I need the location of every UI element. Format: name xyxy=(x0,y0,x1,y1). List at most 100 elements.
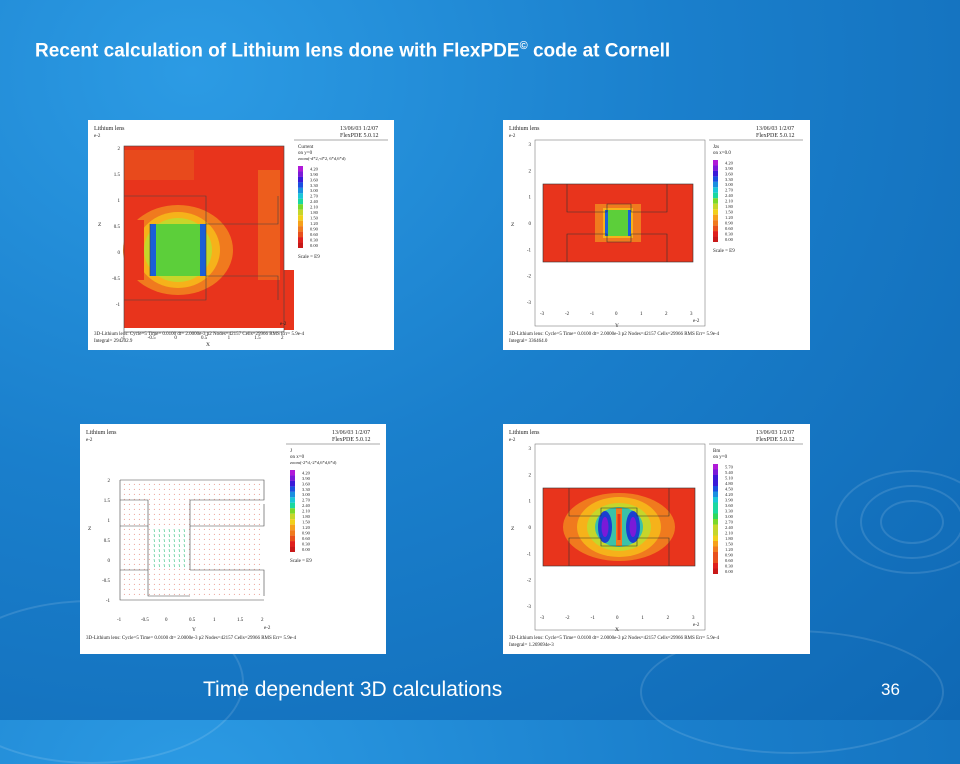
panel-footer-1: 3D-Lithium lens: Cycle=5 Time= 0.0100 dt… xyxy=(94,332,305,337)
legend-swatch xyxy=(713,524,718,530)
vector-arrow xyxy=(213,523,216,526)
legend-value: 0.30 xyxy=(725,563,734,568)
vector-arrow xyxy=(213,568,216,571)
legend-swatch xyxy=(290,491,295,498)
legend-swatch xyxy=(290,470,295,476)
x-tick-label: -2 xyxy=(565,616,570,621)
vector-arrow xyxy=(153,563,155,568)
x-tick-label: 1.5 xyxy=(254,336,261,341)
vector-arrow xyxy=(158,528,160,533)
vector-arrow xyxy=(248,573,251,576)
vector-arrow xyxy=(148,483,151,486)
legend-swatch xyxy=(713,475,718,481)
legend-value: 3.00 xyxy=(725,182,734,187)
vector-arrow xyxy=(138,588,141,591)
vector-arrow xyxy=(163,503,166,506)
vector-arrow xyxy=(208,508,211,511)
vector-arrow xyxy=(258,583,261,586)
vector-arrow xyxy=(138,558,141,561)
vector-arrow xyxy=(253,578,256,581)
vector-arrow xyxy=(253,503,256,506)
x-axis-label: X xyxy=(206,342,210,348)
vector-arrow xyxy=(148,523,151,526)
vector-arrow xyxy=(148,538,151,541)
x-tick-label: 1 xyxy=(213,618,216,623)
vector-arrow xyxy=(248,523,251,526)
vector-arrow xyxy=(183,583,186,586)
vector-arrow xyxy=(258,513,261,516)
legend-swatch xyxy=(290,535,295,542)
vector-arrow xyxy=(148,513,151,516)
legend-swatch xyxy=(290,546,295,552)
vector-arrow xyxy=(133,593,136,596)
legend-value: 0.00 xyxy=(725,569,734,574)
vector-arrow xyxy=(218,573,221,576)
vector-arrow xyxy=(138,518,141,521)
vector-arrow xyxy=(158,543,160,548)
legend-swatch xyxy=(713,203,718,210)
vector-arrow xyxy=(243,483,246,486)
vector-arrow xyxy=(258,563,261,566)
vector-arrow xyxy=(168,553,170,558)
vector-arrow xyxy=(233,513,236,516)
vector-arrow xyxy=(168,523,171,526)
vector-arrow xyxy=(153,578,156,581)
vector-arrow xyxy=(258,543,261,546)
legend-value: 1.50 xyxy=(725,210,734,215)
vector-arrow xyxy=(258,568,261,571)
vector-arrow xyxy=(138,528,141,531)
vector-arrow xyxy=(133,538,136,541)
vector-arrow xyxy=(238,543,241,546)
vector-arrow xyxy=(238,593,241,596)
contour-field xyxy=(543,184,693,262)
vector-arrow xyxy=(258,548,261,551)
legend-value: 0.00 xyxy=(310,243,319,248)
vector-arrow xyxy=(163,493,166,496)
vector-arrow xyxy=(228,543,231,546)
vector-arrow xyxy=(198,583,201,586)
vector-arrow xyxy=(143,588,146,591)
vector-arrow xyxy=(233,493,236,496)
vector-arrow xyxy=(238,588,241,591)
legend-value: 0.30 xyxy=(302,541,311,546)
x-tick-label: 3 xyxy=(690,312,693,317)
legend-title: Current xyxy=(298,145,314,150)
vector-arrow xyxy=(158,518,161,521)
vector-arrow xyxy=(223,508,226,511)
panel-header-left: Lithium lens xyxy=(94,126,125,132)
vector-arrow xyxy=(178,503,181,506)
vector-arrow xyxy=(193,513,196,516)
vector-arrow xyxy=(183,528,185,533)
geometry-outline xyxy=(542,487,696,567)
legend-swatch xyxy=(298,220,303,227)
legend-value: 0.60 xyxy=(725,558,734,563)
vector-arrow xyxy=(183,513,186,516)
vector-arrow xyxy=(163,583,166,586)
legend-value: 3.90 xyxy=(725,497,734,502)
vector-arrow xyxy=(243,553,246,556)
vector-arrow xyxy=(218,593,221,596)
vector-arrow xyxy=(183,588,186,591)
vector-arrow xyxy=(198,498,201,501)
vector-arrow xyxy=(133,483,136,486)
legend-value: 3.60 xyxy=(725,171,734,176)
vector-arrow xyxy=(193,493,196,496)
vector-arrow xyxy=(208,558,211,561)
vector-arrow xyxy=(243,538,246,541)
vector-arrow xyxy=(163,513,166,516)
x-tick-label: -0.5 xyxy=(141,618,149,623)
legend-value: 4.80 xyxy=(725,481,734,486)
vector-arrow xyxy=(123,533,126,536)
vector-arrow xyxy=(128,513,131,516)
vector-arrow xyxy=(223,533,226,536)
vector-arrow xyxy=(193,523,196,526)
vector-arrow xyxy=(193,548,196,551)
vector-arrow xyxy=(133,508,136,511)
vector-arrow xyxy=(178,593,181,596)
legend-sub1: on y=0 xyxy=(713,455,728,460)
vector-arrow xyxy=(178,528,180,533)
vector-arrow xyxy=(128,593,131,596)
vector-arrow xyxy=(163,578,166,581)
vector-arrow xyxy=(218,503,221,506)
vector-arrow xyxy=(173,558,175,563)
